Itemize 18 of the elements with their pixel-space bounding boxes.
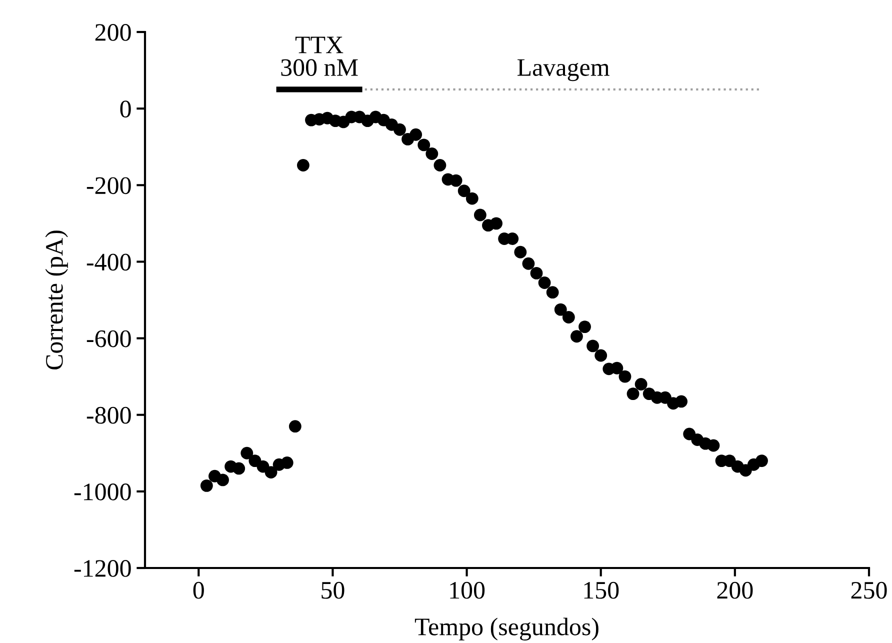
y-axis-title: Corrente (pA) bbox=[45, 230, 68, 370]
x-tick-label: 0 bbox=[193, 582, 204, 599]
y-tick-label: -1200 bbox=[74, 560, 131, 577]
x-tick-label: 100 bbox=[450, 582, 485, 599]
y-tick-label: -600 bbox=[86, 330, 131, 348]
x-tick-label: 250 bbox=[851, 582, 887, 599]
x-axis-title: Tempo (segundos) bbox=[414, 618, 598, 640]
x-tick-label: 150 bbox=[584, 582, 619, 599]
y-tick-label: -200 bbox=[86, 177, 131, 194]
y-tick-label: -400 bbox=[86, 254, 131, 271]
y-tick-label: 0 bbox=[120, 100, 131, 118]
y-tick-label: 200 bbox=[95, 24, 131, 41]
series-label: Lavagem bbox=[518, 59, 610, 82]
y-tick-label: -1000 bbox=[74, 483, 131, 500]
x-tick-label: 50 bbox=[322, 582, 344, 599]
x-tick-label: 200 bbox=[717, 582, 753, 599]
series-label: TTX 300 nM bbox=[281, 36, 358, 76]
y-tick-label: -800 bbox=[86, 406, 131, 424]
